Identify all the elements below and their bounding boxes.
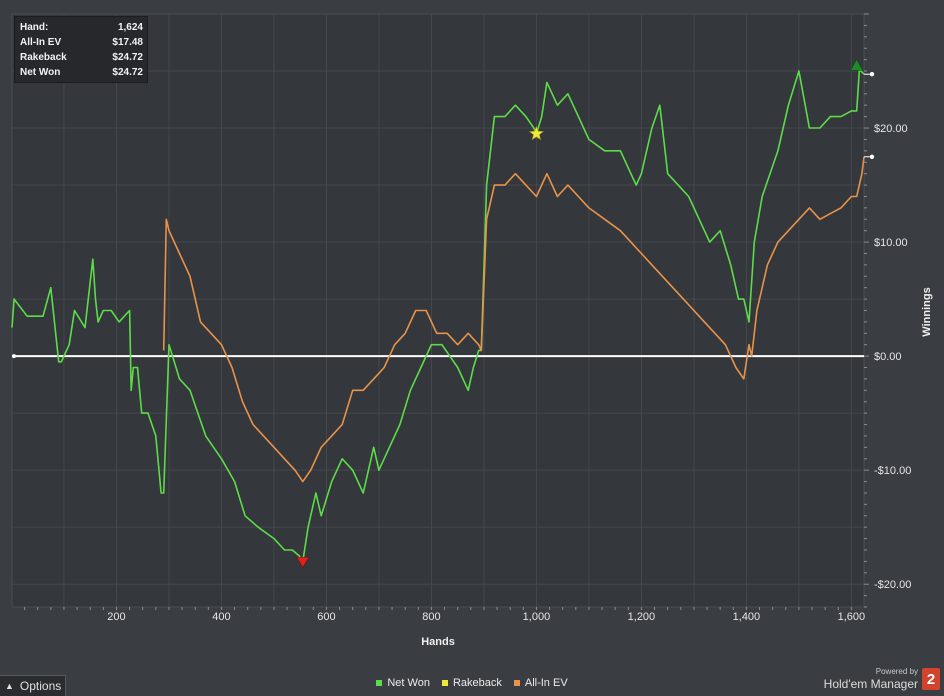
- y-tick-label: -$20.00: [874, 579, 911, 591]
- plot-area: [11, 13, 865, 608]
- brand-logo: Powered by Hold'em Manager 2: [824, 668, 940, 690]
- x-axis-ticks: 200 400 600 800 1,000 1,200 1,400 1,600: [107, 611, 865, 623]
- series-end-dot: [869, 72, 875, 77]
- info-row-rakeback: Rakeback $24.72: [20, 50, 143, 65]
- brand-name: Hold'em Manager: [823, 677, 918, 691]
- series-line-all-in-ev: [162, 156, 865, 483]
- zero-line-start-dot: [12, 354, 16, 359]
- legend-item-net-won[interactable]: Net Won: [376, 677, 430, 689]
- x-tick-label: 400: [212, 611, 230, 623]
- info-value: $17.48: [112, 37, 143, 48]
- brand-badge: 2: [922, 668, 940, 690]
- legend-swatch: [376, 680, 383, 686]
- legend-swatch: [441, 680, 448, 686]
- info-label: All-In EV: [20, 37, 62, 48]
- info-row-net-won: Net Won $24.72: [20, 65, 143, 80]
- info-label: Rakeback: [20, 52, 67, 63]
- x-tick-label: 600: [317, 611, 335, 623]
- options-button[interactable]: ▲ Options: [0, 675, 66, 696]
- info-box: Hand: 1,624 All-In EV $17.48 Rakeback $2…: [14, 16, 148, 83]
- marker-layer: [296, 58, 864, 568]
- x-tick-label: 1,400: [733, 611, 761, 623]
- legend-label: All-In EV: [524, 677, 568, 689]
- info-row-allin-ev: All-In EV $17.48: [20, 35, 143, 50]
- info-label: Hand:: [20, 22, 49, 33]
- legend-item-allin-ev[interactable]: All-In EV: [513, 677, 568, 689]
- y-tick-label: $20.00: [874, 123, 908, 135]
- x-tick-label: 200: [107, 611, 125, 623]
- options-label: Options: [19, 679, 62, 693]
- star-marker: [529, 125, 544, 141]
- legend-label: Rakeback: [452, 677, 502, 689]
- x-tick-label: 1,200: [628, 611, 656, 623]
- zero-line-layer: [12, 354, 864, 359]
- y-tick-label: -$10.00: [874, 465, 911, 477]
- series-line-net-won: [11, 70, 865, 563]
- x-tick-label: 1,600: [838, 611, 866, 623]
- legend-swatch: [513, 680, 520, 686]
- chevron-up-icon: ▲: [5, 681, 14, 691]
- series-end-dot: [869, 154, 875, 159]
- x-tick-label: 1,000: [523, 611, 551, 623]
- y-tick-label: $10.00: [874, 237, 908, 249]
- series-layer: [11, 70, 875, 563]
- info-value: $24.72: [112, 67, 143, 78]
- x-tick-label: 800: [422, 611, 440, 623]
- min-triangle-marker: [296, 557, 310, 568]
- info-value: $24.72: [112, 52, 143, 63]
- x-axis-title: Hands: [421, 636, 455, 648]
- info-row-hand: Hand: 1,624: [20, 20, 143, 35]
- legend-label: Net Won: [387, 677, 430, 689]
- y-axis-ticks: $20.00 $10.00 $0.00 -$10.00 -$20.00: [874, 123, 911, 591]
- legend-item-rakeback[interactable]: Rakeback: [441, 677, 502, 689]
- info-value: 1,624: [117, 22, 143, 33]
- chart-legend: Net Won Rakeback All-In EV: [0, 677, 944, 689]
- brand-powered-text: Powered by: [875, 667, 918, 676]
- max-triangle-marker: [850, 58, 864, 71]
- y-axis-title: Winnings: [921, 287, 933, 336]
- y-tick-label: $0.00: [874, 351, 902, 363]
- info-label: Net Won: [20, 67, 61, 78]
